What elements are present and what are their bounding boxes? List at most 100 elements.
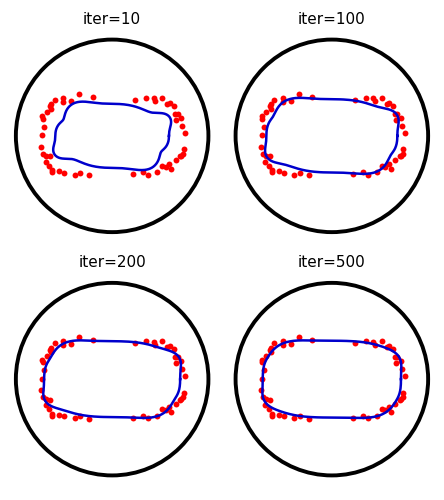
Point: [150, 94, 157, 102]
Point: [392, 116, 399, 124]
Point: [378, 94, 385, 102]
Point: [177, 396, 184, 404]
Point: [390, 345, 397, 353]
Point: [59, 94, 67, 102]
Point: [162, 162, 169, 170]
Point: [43, 395, 50, 403]
Point: [279, 338, 286, 345]
Point: [392, 400, 399, 407]
Point: [370, 338, 377, 346]
Point: [267, 100, 274, 108]
Point: [71, 414, 78, 422]
Point: [397, 357, 404, 365]
Point: [397, 114, 404, 122]
Point: [172, 156, 179, 164]
Point: [47, 346, 54, 354]
Point: [172, 354, 179, 362]
Point: [174, 354, 181, 362]
Point: [392, 359, 399, 367]
Point: [397, 152, 404, 160]
Point: [279, 341, 286, 349]
Point: [172, 359, 179, 367]
Point: [48, 168, 56, 176]
Point: [287, 97, 294, 105]
Point: [46, 162, 53, 170]
Point: [266, 102, 274, 110]
Point: [67, 97, 75, 105]
Point: [166, 404, 173, 411]
Point: [266, 152, 274, 160]
Point: [41, 122, 48, 130]
Point: [71, 171, 78, 179]
Point: [132, 96, 139, 104]
Point: [51, 96, 58, 104]
Point: [373, 168, 380, 176]
Point: [266, 405, 273, 413]
Point: [182, 372, 189, 380]
Point: [38, 386, 45, 394]
Title: iter=10: iter=10: [83, 12, 141, 27]
Point: [86, 414, 93, 422]
Point: [259, 358, 266, 366]
Point: [76, 169, 83, 177]
Point: [159, 94, 166, 102]
Point: [261, 122, 268, 130]
Point: [76, 412, 83, 420]
Point: [172, 110, 179, 118]
Point: [76, 334, 83, 342]
Point: [385, 404, 392, 411]
Point: [287, 340, 294, 348]
Title: iter=500: iter=500: [298, 256, 366, 270]
Point: [39, 374, 46, 382]
Point: [47, 396, 54, 404]
Point: [398, 122, 405, 130]
Point: [258, 142, 265, 150]
Point: [150, 338, 157, 346]
Point: [271, 96, 278, 104]
Point: [178, 122, 186, 130]
Point: [258, 112, 266, 120]
Point: [166, 342, 173, 350]
Point: [267, 344, 274, 351]
Point: [42, 158, 49, 166]
Title: iter=200: iter=200: [78, 256, 146, 270]
Point: [280, 169, 287, 177]
Point: [179, 393, 186, 401]
Point: [259, 150, 266, 158]
Point: [259, 394, 266, 402]
Point: [309, 336, 316, 344]
Point: [39, 358, 46, 366]
Point: [140, 168, 147, 176]
Point: [179, 150, 186, 158]
Point: [382, 406, 389, 414]
Point: [170, 345, 177, 353]
Point: [296, 90, 303, 98]
Point: [180, 146, 187, 154]
Point: [40, 394, 47, 402]
Point: [378, 337, 385, 345]
Point: [275, 168, 282, 175]
Point: [267, 348, 274, 356]
Point: [387, 408, 394, 416]
Point: [392, 354, 399, 362]
Point: [291, 171, 298, 179]
Point: [177, 114, 184, 122]
Point: [396, 396, 404, 404]
Point: [43, 352, 50, 360]
Point: [59, 98, 67, 106]
Point: [262, 395, 270, 403]
Point: [400, 388, 407, 396]
Point: [60, 169, 67, 177]
Point: [43, 108, 50, 116]
Point: [152, 98, 159, 106]
Point: [396, 152, 404, 160]
Point: [162, 406, 169, 414]
Point: [142, 94, 149, 102]
Point: [48, 105, 55, 113]
Point: [268, 412, 275, 420]
Point: [132, 339, 139, 347]
Point: [145, 414, 152, 422]
Point: [394, 354, 401, 362]
Point: [47, 102, 54, 110]
Point: [262, 158, 269, 166]
